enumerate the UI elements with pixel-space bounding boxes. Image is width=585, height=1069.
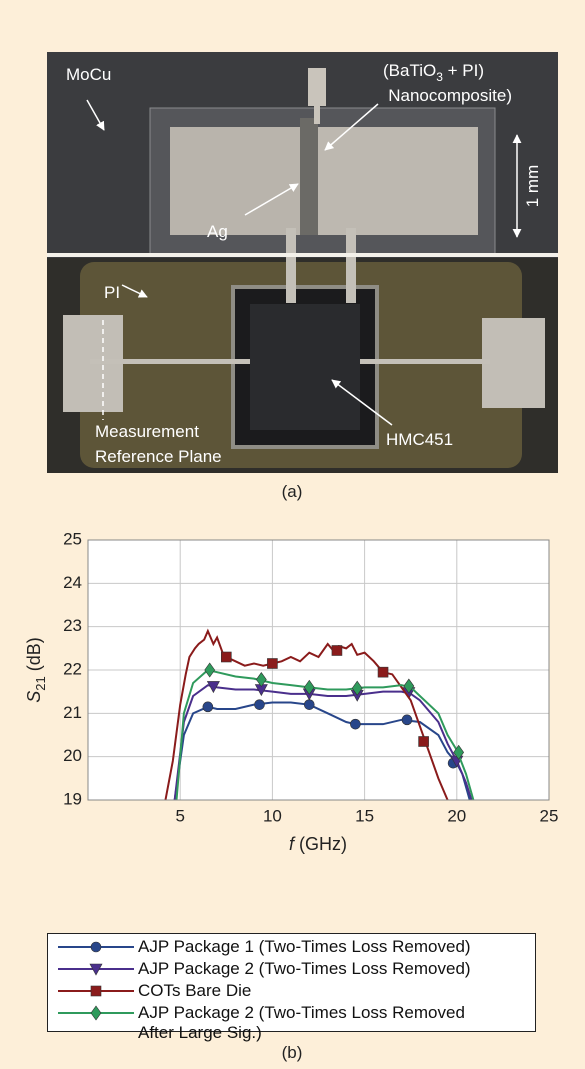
marker	[221, 651, 232, 663]
marker	[351, 680, 363, 696]
legend-label: AJP Package 1 (Two-Times Loss Removed)	[138, 937, 471, 956]
photo-label: (BaTiO3 + PI)	[383, 61, 484, 84]
legend-swatch	[58, 985, 134, 997]
plot-border	[87, 539, 550, 801]
marker	[202, 701, 214, 713]
marker	[267, 658, 278, 669]
y-tick-label: 25	[63, 529, 82, 548]
axis-symbol: f	[289, 834, 296, 854]
axis-unit: (dB)	[24, 637, 44, 676]
marker	[255, 672, 267, 688]
marker	[303, 699, 315, 710]
y-axis-label: S21 (dB)	[24, 637, 48, 703]
x-tick-label: 20	[447, 806, 466, 825]
photo-label: Reference Plane	[95, 447, 222, 466]
y-tick-label: 19	[63, 789, 82, 808]
legend-entry: COTs Bare Die	[56, 981, 535, 1003]
legend-entry: AJP Package 1 (Two-Times Loss Removed)	[56, 937, 535, 959]
marker	[350, 718, 361, 730]
legend-entry: AJP Package 2 (Two-Times Loss Removed Af…	[56, 1003, 535, 1042]
marker	[90, 941, 102, 953]
label-part: (BaTiO	[383, 61, 436, 80]
marker	[377, 666, 389, 678]
marker	[403, 678, 415, 694]
legend: AJP Package 1 (Two-Times Loss Removed) AJ…	[47, 933, 536, 1042]
x-axis-label: f (GHz)	[289, 834, 347, 854]
legend-label: AJP Package 2 (Two-Times Loss Removed)	[138, 959, 471, 978]
marker	[303, 679, 315, 695]
photo-label: HMC451	[386, 430, 453, 449]
legend-swatch	[58, 963, 134, 976]
photo-label: Nanocomposite)	[388, 86, 512, 105]
marker	[254, 699, 265, 710]
series-line	[164, 628, 449, 800]
photo-label: 1 mm	[523, 165, 542, 208]
legend-swatch	[58, 1005, 134, 1021]
marker	[204, 662, 216, 678]
marker	[331, 645, 343, 656]
legend-label: AJP Package 2 (Two-Times Loss Removed Af…	[138, 1003, 465, 1042]
label-part: + PI)	[443, 61, 484, 80]
marker	[418, 736, 429, 747]
photo-label: MoCu	[66, 65, 111, 84]
x-tick-label: 10	[263, 806, 282, 825]
x-tick-label: 5	[175, 806, 184, 825]
y-tick-label: 23	[63, 616, 82, 635]
axis-symbol: S	[24, 691, 44, 703]
marker	[90, 985, 102, 997]
axis-subscript: 21	[33, 676, 48, 690]
x-tick-label: 25	[540, 806, 559, 825]
marker	[206, 681, 220, 694]
legend-swatch	[58, 941, 134, 953]
legend-entry: AJP Package 2 (Two-Times Loss Removed)	[56, 959, 535, 981]
legend-label: COTs Bare Die	[138, 981, 252, 1000]
y-tick-label: 22	[63, 659, 82, 678]
marker	[90, 1005, 102, 1021]
label-subscript: 3	[436, 70, 443, 84]
y-tick-label: 21	[63, 703, 82, 722]
marker	[89, 963, 103, 976]
marker	[401, 714, 413, 726]
x-tick-label: 15	[355, 806, 374, 825]
marker	[453, 744, 465, 760]
photo-label: Measurement	[95, 422, 199, 441]
photo: MoCu (BaTiO3 + PI) Nanocomposite) Ag 1 m…	[47, 52, 558, 473]
photo-label: PI	[104, 283, 120, 302]
caption: (b)	[282, 1043, 303, 1062]
caption: (a)	[282, 482, 303, 501]
photo-label: Ag	[207, 222, 228, 241]
y-tick-label: 20	[63, 746, 82, 765]
y-tick-label: 24	[63, 573, 82, 592]
axis-unit: (GHz)	[294, 834, 347, 854]
